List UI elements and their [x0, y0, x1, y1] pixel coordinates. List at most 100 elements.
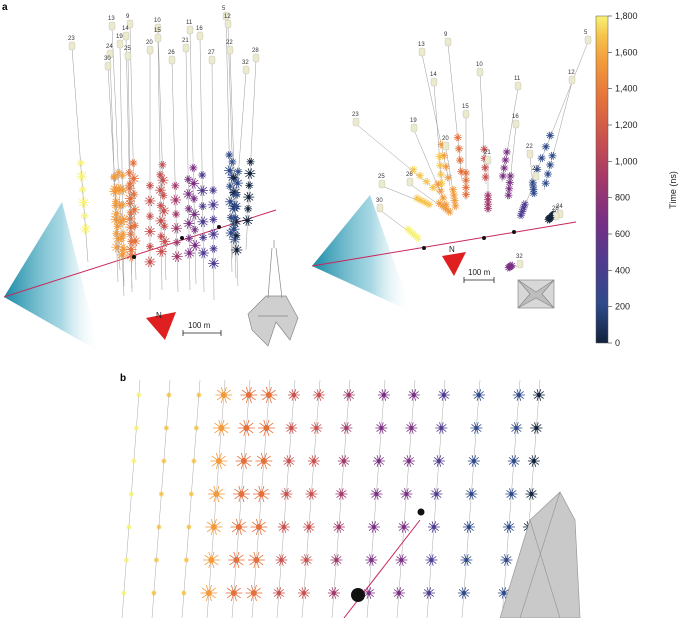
right-hit-cluster [484, 191, 492, 200]
zoom-hit-cluster [191, 458, 197, 464]
zoom-hit-cluster [240, 386, 258, 404]
right-buoy-icon [418, 47, 426, 57]
left-hit-cluster [198, 202, 207, 211]
left-hit-cluster [146, 242, 154, 251]
zoom-hit-cluster [400, 488, 413, 500]
zoom-hit-cluster [310, 422, 323, 434]
left-hit-cluster [234, 167, 243, 176]
zoom-hit-cluster [128, 491, 134, 497]
zoom-hit-cluster [181, 590, 187, 596]
zoom-hit-cluster [465, 488, 478, 500]
left-hit-cluster [209, 215, 218, 224]
left-hit-cluster [146, 212, 154, 221]
left-hit-cluster [144, 256, 156, 268]
left-hit-cluster [80, 211, 89, 220]
right-hit-cluster [450, 196, 459, 205]
left-north-label: N [156, 311, 162, 320]
left-hit-cluster [230, 200, 242, 212]
left-hit-cluster [155, 215, 167, 227]
left-hit-cluster [78, 197, 90, 208]
left-hit-cluster [189, 163, 198, 172]
right-hit-cluster [457, 167, 466, 176]
zoom-hit-cluster [121, 590, 127, 596]
zoom-hit-cluster [252, 485, 270, 503]
left-string-label: 25 [124, 46, 131, 52]
zoom-hit-cluster [340, 422, 353, 434]
zoom-hit-cluster [277, 521, 290, 533]
right-scale-label: 100 m [468, 268, 491, 277]
right-string-label: 9 [444, 32, 448, 38]
right-hit-cluster [454, 144, 463, 153]
zoom-hit-cluster [260, 386, 278, 404]
right-buoy-icon [352, 117, 360, 127]
zoom-hit-cluster [212, 419, 230, 437]
right-hit-cluster [436, 170, 445, 179]
right-string-label: 5 [584, 30, 588, 36]
zoom-hit-cluster [397, 521, 410, 533]
right-buoy-icon [476, 67, 484, 77]
right-hit-cluster [546, 131, 555, 140]
right-string-label: 30 [376, 198, 383, 204]
left-hit-cluster [243, 191, 255, 203]
left-hit-cluster [207, 199, 219, 211]
left-hit-cluster [117, 214, 129, 225]
left-string-27: 27 [207, 50, 220, 301]
zoom-string [121, 379, 142, 618]
right-hit-cluster [546, 160, 555, 169]
left-buoy-icon [226, 45, 234, 55]
right-hit-cluster [436, 187, 445, 196]
right-north-label: N [449, 245, 455, 254]
zoom-hit-cluster [507, 455, 520, 467]
left-buoy-icon [104, 61, 112, 71]
left-buoy-icon [242, 65, 250, 75]
zoom-string [497, 379, 525, 618]
zoom-hit-cluster [367, 521, 380, 533]
right-hit-cluster [444, 173, 453, 182]
zoom-hit-cluster [158, 491, 164, 497]
right-buoy-icon [512, 119, 520, 129]
zoom-hit-cluster [457, 587, 470, 599]
right-hit-cluster [537, 154, 546, 163]
zoom-string [362, 379, 390, 618]
right-hit-cluster [462, 190, 470, 199]
left-hit-cluster [183, 218, 195, 229]
zoom-hit-cluster [247, 551, 265, 569]
right-buoy-icon [378, 179, 386, 189]
right-string-label: 32 [516, 254, 523, 260]
zoom-hit-cluster [330, 554, 343, 566]
zoom-hit-cluster [200, 584, 218, 602]
zoomed-event-view [121, 379, 581, 618]
left-hit-cluster [157, 174, 169, 186]
left-string-label: 11 [186, 20, 193, 26]
zoom-hit-cluster [302, 521, 315, 533]
zoom-hit-cluster [207, 485, 225, 503]
right-buoy-icon [568, 75, 576, 85]
right-muon-track [311, 221, 577, 267]
left-buoy-icon [68, 41, 76, 51]
left-hit-cluster [171, 251, 183, 262]
left-hit-cluster [207, 228, 219, 240]
colorbar-tick-label: 1,600 [615, 47, 638, 57]
zoom-hit-cluster [245, 584, 263, 602]
zoom-hit-cluster [225, 584, 243, 602]
zoom-hit-cluster [186, 524, 192, 530]
zoom-hit-cluster [510, 422, 523, 434]
right-buoy-icon [514, 81, 522, 91]
right-string-20: 20 [442, 136, 460, 211]
left-string-26: 26 [168, 50, 183, 293]
zoom-hit-cluster [505, 488, 518, 500]
left-buoy-icon [154, 33, 162, 43]
left-hit-cluster [118, 171, 127, 180]
right-buoy-icon [430, 77, 438, 87]
right-string-10: 10 [476, 62, 490, 185]
zoom-hit-cluster [395, 554, 408, 566]
left-hit-cluster [118, 200, 127, 209]
zoom-hit-cluster [161, 458, 167, 464]
left-string-label: 21 [182, 38, 189, 44]
left-hit-cluster [209, 186, 218, 195]
right-hit-cluster [506, 172, 515, 180]
left-buoy-icon [106, 49, 114, 59]
zoom-eiffel-tower-icon [499, 491, 581, 618]
